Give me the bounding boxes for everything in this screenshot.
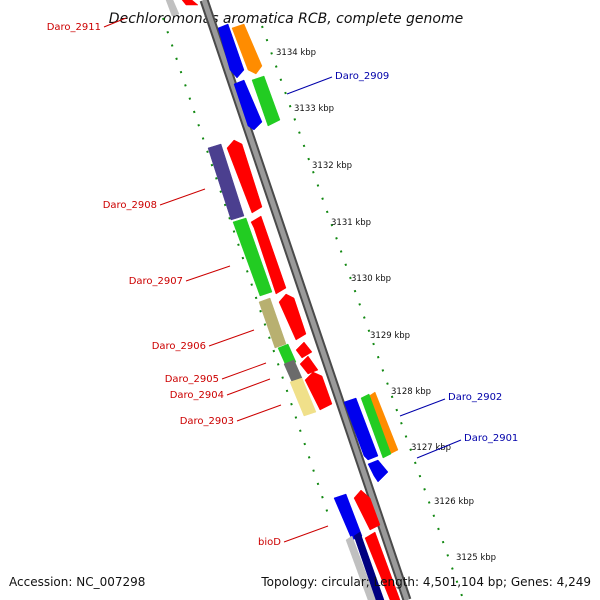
- gene-feature[interactable]: [343, 397, 379, 461]
- leader-line: [221, 362, 267, 380]
- gene-feature[interactable]: [353, 531, 385, 600]
- tick-label: 3128 kbp: [391, 387, 431, 397]
- genome-summary-text: Topology: circular; Length: 4,501,104 bp…: [260, 575, 591, 589]
- tick-labels: 3134 kbp 3133 kbp 3132 kbp 3131 kbp 3130…: [276, 48, 496, 563]
- gene-features: [165, 0, 401, 600]
- gene-feature[interactable]: [278, 293, 307, 341]
- gene-feature[interactable]: [250, 215, 287, 295]
- gene-feature[interactable]: [289, 377, 317, 417]
- gene-label-right[interactable]: Daro_2901: [464, 433, 518, 444]
- map-title: Dechloromonas aromatica RCB, complete ge…: [109, 11, 463, 27]
- gene-feature[interactable]: [364, 531, 401, 600]
- gene-label-left[interactable]: Daro_2908: [103, 200, 157, 211]
- gene-feature[interactable]: [181, 0, 199, 6]
- gene-feature[interactable]: [333, 493, 363, 541]
- gene-feature[interactable]: [367, 459, 389, 483]
- gene-feature[interactable]: [304, 371, 333, 411]
- gene-feature[interactable]: [295, 341, 313, 359]
- gene-feature[interactable]: [353, 489, 381, 531]
- gene-feature[interactable]: [299, 355, 319, 375]
- leader-line: [159, 188, 206, 206]
- gene-feature[interactable]: [232, 217, 273, 297]
- leader-line: [103, 17, 127, 28]
- leader-line: [185, 265, 231, 282]
- accession-text: Accession: NC_007298: [9, 575, 145, 589]
- tick-label: 3129 kbp: [370, 331, 410, 341]
- leader-line: [286, 76, 333, 95]
- gene-feature[interactable]: [233, 79, 263, 131]
- right-gene-labels: Daro_2909 Daro_2902 Daro_2901: [286, 71, 518, 459]
- tick-label: 3132 kbp: [312, 161, 352, 171]
- tick-label: 3134 kbp: [276, 48, 316, 58]
- gene-feature[interactable]: [165, 0, 180, 17]
- tick-label: 3131 kbp: [331, 218, 371, 228]
- leader-line: [226, 378, 271, 396]
- gene-feature[interactable]: [226, 139, 263, 214]
- gene-label-left[interactable]: Daro_2903: [180, 416, 234, 427]
- chromosome-backbone: [201, 0, 410, 600]
- gene-label-left[interactable]: Daro_2904: [170, 390, 224, 401]
- leader-line: [236, 404, 282, 422]
- gene-label-left[interactable]: Daro_2905: [165, 374, 219, 385]
- tick-label: 3133 kbp: [294, 104, 334, 114]
- gene-feature[interactable]: [258, 297, 287, 349]
- gene-feature[interactable]: [217, 23, 245, 79]
- gene-feature[interactable]: [251, 75, 281, 127]
- leader-line: [416, 439, 462, 459]
- tick-label: 3127 kbp: [411, 443, 451, 453]
- gene-label-left[interactable]: Daro_2906: [152, 341, 206, 352]
- gene-label-left[interactable]: Daro_2911: [47, 22, 101, 33]
- gene-label-left[interactable]: Daro_2907: [129, 276, 183, 287]
- leader-line: [283, 525, 329, 543]
- gene-feature[interactable]: [231, 23, 263, 75]
- left-gene-labels: Daro_2911 Daro_2908 Daro_2907 Daro_2906 …: [47, 17, 329, 548]
- leader-line: [399, 398, 446, 417]
- gene-feature[interactable]: [207, 143, 245, 221]
- gene-label-right[interactable]: Daro_2902: [448, 392, 502, 403]
- tick-label: 3126 kbp: [434, 497, 474, 507]
- gene-label-right[interactable]: Daro_2909: [335, 71, 389, 82]
- gene-label-left[interactable]: bioD: [258, 537, 281, 548]
- tick-label: 3130 kbp: [351, 274, 391, 284]
- gene-feature[interactable]: [277, 343, 297, 367]
- gene-feature[interactable]: [360, 393, 392, 459]
- gene-feature[interactable]: [345, 535, 377, 600]
- leader-line: [208, 329, 255, 347]
- tick-label: 3125 kbp: [456, 553, 496, 563]
